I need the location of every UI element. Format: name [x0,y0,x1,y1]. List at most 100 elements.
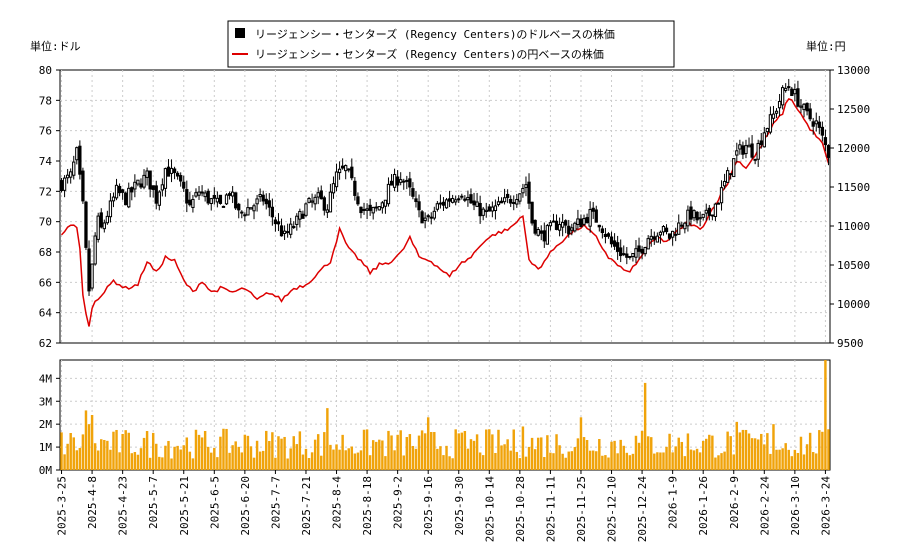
candle-body [386,183,391,205]
volume-bar [659,452,662,470]
volume-bar [69,432,72,470]
volume-bar [717,455,720,470]
candle-body [227,193,232,196]
candle-body [279,225,284,237]
volume-bar [142,437,146,470]
volume-bar [463,431,467,470]
x-tick-label: 2025-9-16 [422,476,435,536]
candle-body [120,189,125,193]
candle-body [145,170,149,178]
volume-bar [350,446,354,470]
candle-body [377,206,381,211]
volume-bar [650,437,653,470]
usd-tick-label: 74 [39,155,53,168]
volume-bar [274,457,277,470]
candle-body [756,142,760,160]
candle-body [512,202,516,205]
candle-body [759,140,763,146]
candle-body [652,236,656,240]
volume-tick-label: 3M [39,395,53,408]
volume-bar [769,453,772,470]
candle-body [670,230,675,238]
volume-bar [353,453,357,470]
candle-body [166,166,171,177]
candle-body [191,198,195,208]
volume-bar [252,457,256,470]
candle-body [548,222,553,227]
candle-body [215,197,220,203]
candle-body [732,158,736,178]
x-tick-label: 2026-3-24 [819,476,832,536]
candle-body [108,200,113,218]
volume-bar [228,452,231,470]
volume-bar [133,452,137,470]
x-tick-label: 2025-4-8 [86,476,99,529]
candle-body [530,201,534,224]
volume-bar [720,453,723,470]
volume-bar [390,435,393,470]
volume-bar [283,436,286,470]
volume-bar [75,450,79,470]
candle-body [258,194,262,198]
jpy-axis-ticks: 9500 10000 10500 11000 11500 12000 12500 13000 [830,64,870,350]
candle-body [255,198,259,205]
volume-bar [408,434,412,470]
candle-body [307,197,311,203]
volume-bar [549,452,552,470]
candle-body [331,183,336,194]
volume-bar [756,439,760,470]
volume-bar [628,455,632,470]
candle-body [667,233,672,239]
candle-body [203,192,207,198]
candle-body [84,201,88,248]
candle-body [243,214,247,217]
volume-bar [249,446,253,470]
candle-body [127,187,131,208]
volume-bar [763,444,766,470]
candle-body [270,206,275,218]
volume-bar [87,424,91,470]
candle-body [457,198,461,201]
candle-body [414,198,418,203]
usd-tick-label: 68 [39,246,52,259]
candle-body [282,230,287,234]
volume-bar [515,451,519,470]
volume-bar [399,430,402,470]
volume-bar [643,382,647,470]
right-unit-label: 単位:円 [806,39,846,53]
candle-body [411,188,415,197]
volume-bar [423,433,427,470]
candle-body [780,87,785,106]
volume-bar [481,455,485,470]
candle-body [240,211,244,214]
candle-body [218,194,223,204]
volume-bar [808,432,812,470]
volume-bar [240,452,244,470]
volume-bar [451,458,454,470]
candle-body [185,189,189,204]
candle-body [515,199,519,205]
candle-body [710,214,715,217]
candle-body [567,225,571,235]
candle-body [619,247,623,257]
volume-bar [787,449,790,470]
volume-bar [206,446,210,470]
volume-bar [454,429,457,470]
volume-bar [811,452,815,470]
candle-body [325,209,330,213]
x-tick-label: 2025-12-10 [606,476,619,542]
volume-bar [124,430,127,470]
volume-bar [384,456,387,470]
candle-body [295,215,299,225]
candle-body [805,102,809,112]
volume-bar [555,434,558,470]
volume-bar [170,458,173,470]
volume-bar [182,445,185,470]
candle-body [292,226,296,229]
volume-bar [616,453,619,470]
volume-bar [375,441,378,470]
candle-body [405,179,409,182]
volume-bar [646,436,650,470]
volume-bar [818,430,821,470]
